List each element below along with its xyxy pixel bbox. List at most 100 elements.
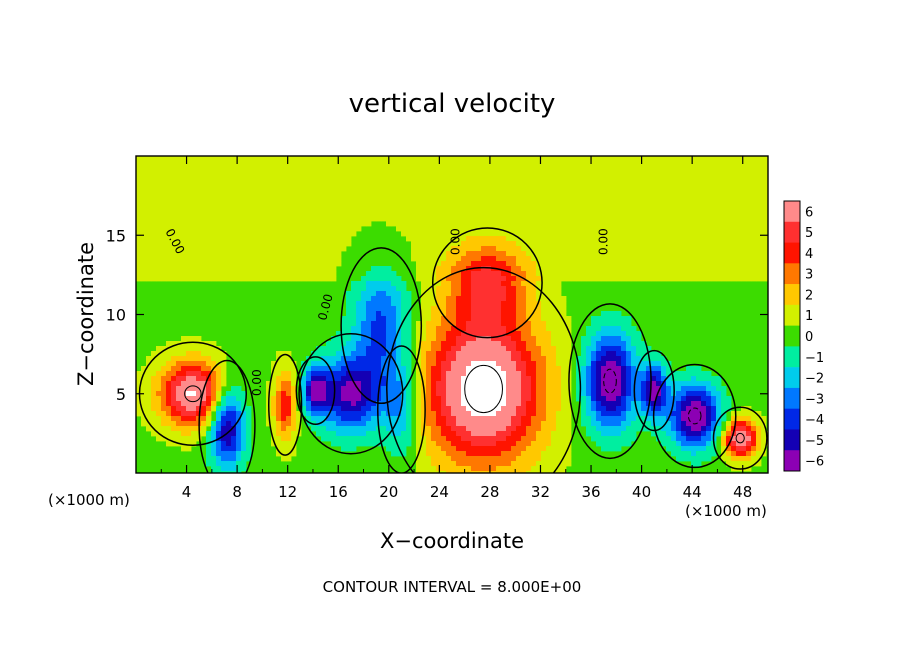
field-cell [356,401,362,407]
field-cell [276,361,282,367]
field-cell [481,331,487,337]
field-cell [171,276,177,282]
field-cell [146,231,152,237]
field-cell [341,316,347,322]
field-cell [316,406,322,412]
field-cell [491,241,497,247]
field-cell [451,351,457,357]
field-cell [201,166,207,172]
field-cell [556,396,562,402]
field-cell [571,181,577,187]
field-cell [406,226,412,232]
field-cell [271,261,277,267]
field-cell [591,396,597,402]
field-cell [451,211,457,217]
field-cell [581,371,587,377]
field-cell [446,291,452,297]
field-cell [536,276,542,282]
field-cell [361,401,367,407]
field-cell [366,346,372,352]
field-cell [486,366,492,372]
field-cell [606,261,612,267]
field-cell [596,196,602,202]
field-cell [486,351,492,357]
field-cell [571,231,577,237]
field-cell [706,381,712,387]
field-cell [316,271,322,277]
field-cell [691,396,697,402]
field-cell [606,336,612,342]
field-cell [361,341,367,347]
field-cell [496,156,502,162]
field-cell [386,181,392,187]
field-cell [151,236,157,242]
field-cell [166,366,172,372]
field-cell [201,396,207,402]
field-cell [316,231,322,237]
field-cell [331,341,337,347]
field-cell [206,361,212,367]
field-cell [761,181,767,187]
field-cell [166,166,172,172]
field-cell [681,196,687,202]
field-cell [321,216,327,222]
field-cell [556,186,562,192]
field-cell [636,386,642,392]
field-cell [256,191,262,197]
field-cell [491,196,497,202]
field-cell [536,391,542,397]
field-cell [586,221,592,227]
field-cell [186,396,192,402]
field-cell [381,336,387,342]
field-cell [361,376,367,382]
field-cell [156,191,162,197]
field-cell [726,156,732,162]
field-cell [311,251,317,257]
field-cell [631,396,637,402]
field-cell [486,331,492,337]
field-cell [436,321,442,327]
field-cell [316,201,322,207]
field-cell [356,291,362,297]
field-cell [626,191,632,197]
field-cell [401,176,407,182]
field-cell [661,236,667,242]
field-cell [746,231,752,237]
field-cell [616,386,622,392]
field-cell [361,166,367,172]
field-cell [211,156,217,162]
field-cell [441,251,447,257]
field-cell [346,291,352,297]
field-cell [591,261,597,267]
field-cell [636,201,642,207]
field-cell [241,176,247,182]
field-cell [431,386,437,392]
field-cell [601,321,607,327]
field-cell [611,236,617,242]
field-cell [156,256,162,262]
field-cell [351,391,357,397]
field-cell [146,376,152,382]
field-cell [666,396,672,402]
field-cell [261,231,267,237]
field-cell [611,171,617,177]
field-cell [611,311,617,317]
field-cell [286,386,292,392]
field-cell [581,156,587,162]
field-cell [536,321,542,327]
field-cell [691,266,697,272]
field-cell [431,361,437,367]
field-cell [606,276,612,282]
field-cell [691,401,697,407]
field-cell [436,271,442,277]
field-cell [591,271,597,277]
field-cell [461,326,467,332]
field-cell [416,336,422,342]
field-cell [181,351,187,357]
velocity-field [136,156,768,473]
field-cell [611,341,617,347]
field-cell [756,171,762,177]
field-cell [486,196,492,202]
field-cell [696,276,702,282]
field-cell [751,186,757,192]
